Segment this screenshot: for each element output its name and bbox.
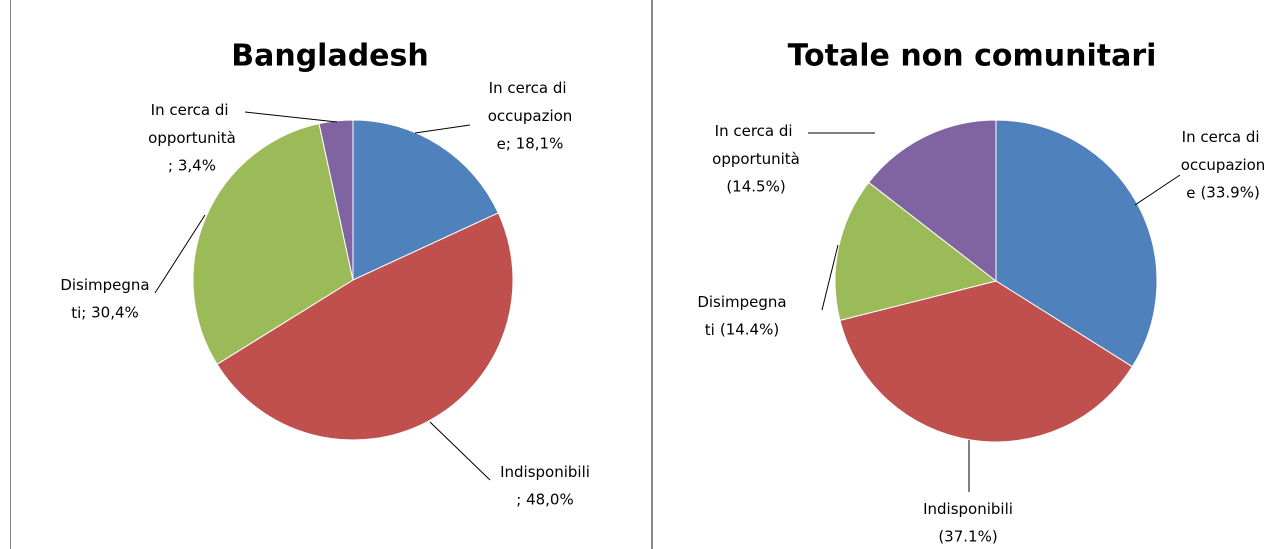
chart-title: Bangladesh — [231, 39, 429, 74]
data-label-value: (33.9%) — [1200, 184, 1259, 202]
data-label-category: In cerca di opportunità — [712, 122, 800, 168]
label-line: e — [1186, 184, 1195, 202]
label-line: ti — [71, 304, 81, 322]
leader-line — [429, 421, 491, 481]
pie-slice — [867, 119, 997, 283]
data-label-value: ; 18,1% — [506, 135, 563, 153]
data-label-category: Indisponibili — [500, 463, 590, 481]
data-label-value: (14.4%) — [720, 321, 779, 339]
leader-line — [821, 244, 839, 311]
data-label-category: In cerca di opportunità — [148, 101, 236, 147]
data-label-value: ; 30,4% — [81, 304, 138, 322]
data-label-category: Disimpegna ti — [60, 276, 149, 322]
label-line: Indisponibili — [923, 500, 1013, 518]
pie-slice — [216, 212, 514, 441]
data-label-category: In cerca di occupazion e — [1181, 128, 1266, 202]
label-line: Disimpegna — [697, 293, 786, 311]
pie-slice — [352, 119, 499, 281]
label-line: Indisponibili — [500, 463, 590, 481]
leader-line — [154, 214, 206, 294]
data-label-value: (37.1%) — [938, 528, 997, 546]
label-line: occupazion — [488, 107, 573, 125]
label-line: In cerca di — [151, 101, 234, 119]
chart-title: Totale non comunitari — [788, 39, 1157, 74]
data-label-category: In cerca di occupazion e — [488, 79, 573, 153]
pie-slice — [839, 280, 1133, 443]
label-line: occupazion — [1181, 156, 1266, 174]
data-label-category: Indisponibili — [923, 500, 1013, 518]
label-line: opportunità — [148, 129, 236, 147]
label-line: In cerca di — [489, 79, 572, 97]
label-line: In cerca di — [715, 122, 798, 140]
label-line: ti — [705, 321, 715, 339]
data-label-value: ; 3,4% — [168, 157, 216, 175]
label-line: e — [497, 135, 506, 153]
pie-slice — [318, 119, 354, 281]
data-label-value: ; 48,0% — [516, 491, 573, 509]
data-label-value: (14.5%) — [726, 178, 785, 196]
pie-slice — [192, 123, 354, 366]
leader-line — [1134, 174, 1181, 206]
data-label-category: Disimpegna ti — [697, 293, 786, 339]
label-line: Disimpegna — [60, 276, 149, 294]
leader-line — [244, 111, 338, 123]
leader-line — [414, 124, 471, 134]
label-line: opportunità — [712, 150, 800, 168]
pie-slice — [834, 181, 998, 321]
label-line: In cerca di — [1182, 128, 1265, 146]
